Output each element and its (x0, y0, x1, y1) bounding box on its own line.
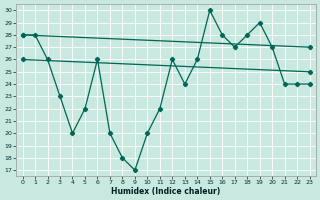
X-axis label: Humidex (Indice chaleur): Humidex (Indice chaleur) (111, 187, 221, 196)
